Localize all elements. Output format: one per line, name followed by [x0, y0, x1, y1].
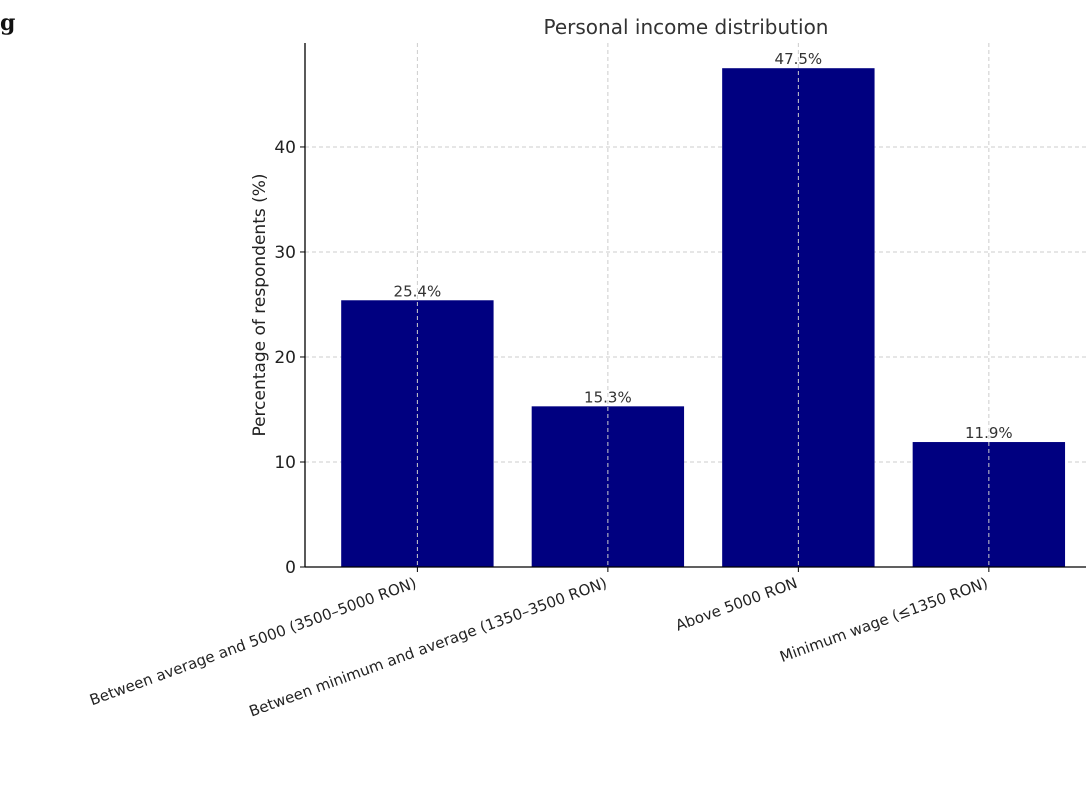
y-tick-label: 0: [285, 558, 296, 578]
x-tick-label: Between average and 5000 (3500–5000 RON): [87, 574, 419, 709]
x-tick-label: Between minimum and average (1350–3500 R…: [247, 574, 610, 721]
figure-panel-letter: g: [0, 10, 16, 36]
data-label: 47.5%: [775, 50, 823, 68]
y-tick-label: 40: [274, 138, 296, 158]
data-label: 25.4%: [394, 282, 442, 300]
data-label: 11.9%: [965, 424, 1013, 442]
y-tick-label: 30: [274, 243, 296, 263]
y-axis-label: Percentage of respondents (%): [250, 173, 270, 436]
y-tick-label: 10: [274, 453, 296, 473]
x-tick-label: Minimum wage (≤1350 RON): [777, 574, 990, 666]
x-tick-label: Above 5000 RON: [673, 574, 800, 635]
bar: [912, 442, 1066, 567]
chart-title: Personal income distribution: [544, 15, 829, 39]
data-label: 15.3%: [584, 388, 632, 406]
y-tick-label: 20: [274, 348, 296, 368]
